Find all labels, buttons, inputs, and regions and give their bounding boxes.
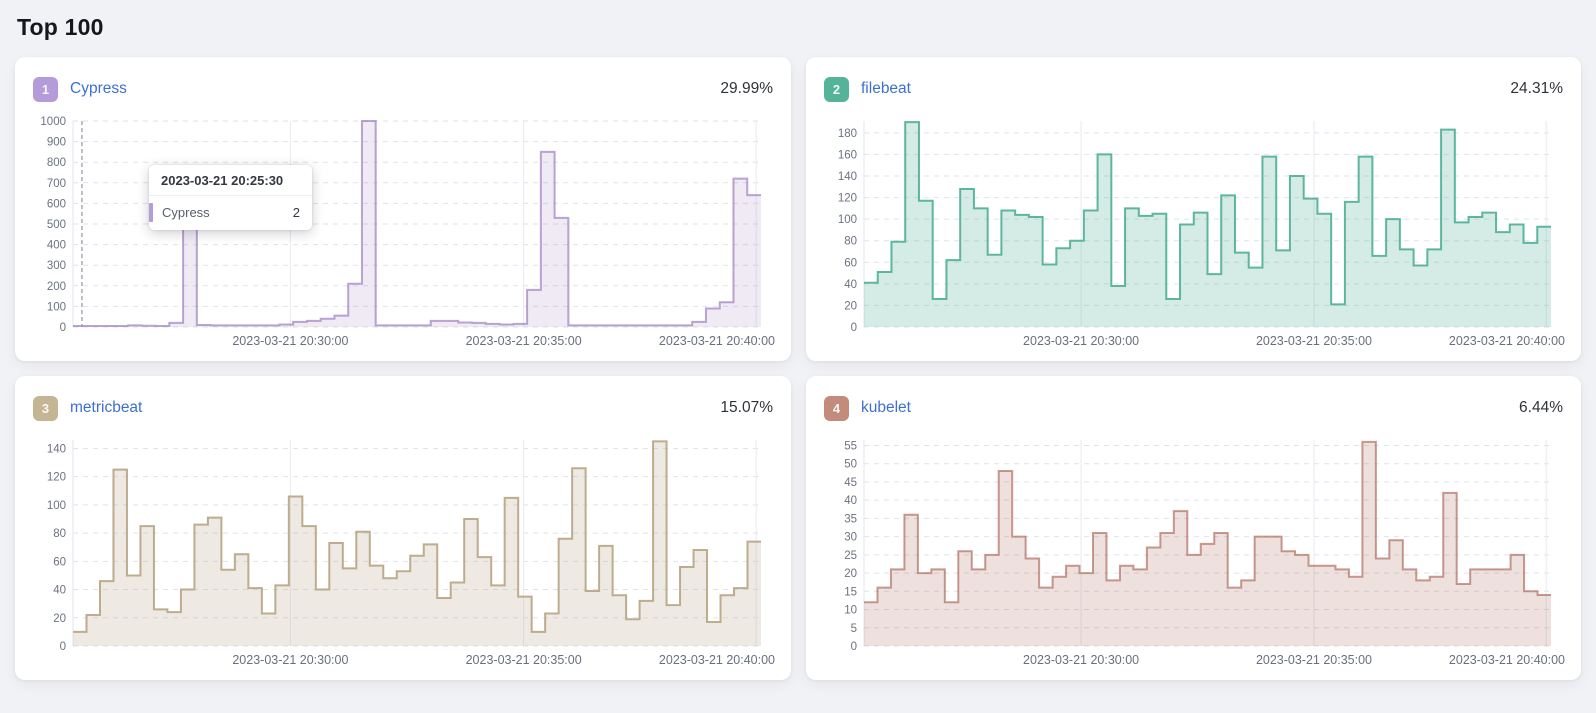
tooltip-series-row: Cypress 2 — [149, 196, 312, 230]
svg-text:50: 50 — [844, 459, 857, 471]
svg-text:60: 60 — [844, 257, 857, 269]
chart-svg: 0 20 40 60 80 100 120 140 2023-03-21 20:30:00 202… — [47, 440, 775, 667]
series-link[interactable]: filebeat — [861, 80, 911, 97]
svg-text:120: 120 — [47, 472, 66, 484]
chart-card: 2 filebeat 24.31% 0 20 40 60 80 100 120 140 160 1… — [806, 57, 1581, 361]
rank-badge: 3 — [33, 395, 58, 421]
svg-text:100: 100 — [47, 301, 66, 313]
svg-text:2023-03-21 20:30:00: 2023-03-21 20:30:00 — [1023, 334, 1139, 348]
svg-text:30: 30 — [844, 532, 857, 544]
svg-text:2023-03-21 20:30:00: 2023-03-21 20:30:00 — [232, 334, 348, 348]
svg-text:40: 40 — [844, 495, 857, 507]
svg-text:80: 80 — [844, 236, 857, 248]
card-header: 1 Cypress 29.99% — [33, 75, 773, 103]
svg-text:60: 60 — [53, 556, 66, 568]
svg-text:15: 15 — [844, 586, 857, 598]
series-link[interactable]: Cypress — [70, 80, 127, 97]
svg-text:120: 120 — [838, 193, 857, 205]
svg-text:2023-03-21 20:40:00: 2023-03-21 20:40:00 — [1449, 334, 1565, 348]
chart-area[interactable]: 0 20 40 60 80 100 120 140 160 180 2023-03-21 20:30… — [822, 113, 1565, 353]
svg-text:2023-03-21 20:30:00: 2023-03-21 20:30:00 — [1023, 653, 1139, 667]
percent-value: 29.99% — [720, 80, 773, 97]
svg-text:80: 80 — [53, 528, 66, 540]
charts-grid: 1 Cypress 29.99% 0 100 200 300 400 500 600 700 8… — [15, 57, 1581, 680]
svg-text:100: 100 — [838, 214, 857, 226]
percent-value: 24.31% — [1510, 80, 1563, 97]
svg-text:2023-03-21 20:40:00: 2023-03-21 20:40:00 — [659, 334, 775, 348]
svg-text:10: 10 — [844, 605, 857, 617]
page-title: Top 100 — [17, 14, 104, 40]
chart-card: 3 metricbeat 15.07% 0 20 40 60 80 100 120 140 20… — [15, 376, 791, 680]
svg-text:140: 140 — [838, 171, 857, 183]
svg-text:2023-03-21 20:40:00: 2023-03-21 20:40:00 — [659, 653, 775, 667]
chart-card: 1 Cypress 29.99% 0 100 200 300 400 500 600 700 8… — [15, 57, 791, 361]
svg-text:900: 900 — [47, 137, 66, 149]
svg-text:600: 600 — [47, 198, 66, 210]
svg-text:55: 55 — [844, 440, 857, 452]
svg-text:140: 140 — [47, 443, 66, 455]
chart-svg: 0 100 200 300 400 500 600 700 800 900 1000 2023-03-… — [40, 116, 775, 348]
chart-tooltip: 2023-03-21 20:25:30 Cypress 2 — [149, 165, 312, 230]
card-header: 3 metricbeat 15.07% — [33, 394, 773, 422]
tooltip-series-value: 2 — [292, 205, 300, 220]
svg-text:200: 200 — [47, 281, 66, 293]
svg-text:2023-03-21 20:30:00: 2023-03-21 20:30:00 — [232, 653, 348, 667]
percent-value: 15.07% — [720, 399, 773, 416]
tooltip-time: 2023-03-21 20:25:30 — [149, 165, 312, 196]
series-link[interactable]: metricbeat — [70, 399, 143, 416]
svg-text:20: 20 — [53, 613, 66, 625]
svg-text:20: 20 — [844, 300, 857, 312]
svg-text:40: 40 — [844, 279, 857, 291]
svg-text:0: 0 — [60, 641, 66, 653]
svg-text:2023-03-21 20:40:00: 2023-03-21 20:40:00 — [1449, 653, 1565, 667]
percent-value: 6.44% — [1519, 399, 1563, 416]
svg-text:700: 700 — [47, 178, 66, 190]
svg-text:800: 800 — [47, 157, 66, 169]
chart-svg: 0 20 40 60 80 100 120 140 160 180 2023-03-21 20:30… — [838, 121, 1565, 348]
svg-text:2023-03-21 20:35:00: 2023-03-21 20:35:00 — [1256, 653, 1372, 667]
chart-area[interactable]: 0 100 200 300 400 500 600 700 800 900 1000 2023-03-… — [31, 113, 775, 353]
svg-text:2023-03-21 20:35:00: 2023-03-21 20:35:00 — [1256, 334, 1372, 348]
svg-text:180: 180 — [838, 128, 857, 140]
svg-text:0: 0 — [851, 641, 857, 653]
chart-area[interactable]: 0 5 10 15 20 25 30 35 40 45 50 55 2023-03-21 20:30:0… — [822, 432, 1565, 672]
series-color-marker-icon — [149, 203, 153, 222]
rank-badge: 4 — [824, 395, 849, 421]
svg-text:2023-03-21 20:35:00: 2023-03-21 20:35:00 — [466, 653, 582, 667]
svg-text:0: 0 — [60, 322, 66, 334]
tooltip-series-name: Cypress — [162, 205, 210, 220]
svg-text:45: 45 — [844, 477, 857, 489]
svg-text:25: 25 — [844, 550, 857, 562]
svg-text:20: 20 — [844, 568, 857, 580]
series-link[interactable]: kubelet — [861, 399, 911, 416]
svg-text:400: 400 — [47, 240, 66, 252]
chart-area[interactable]: 0 20 40 60 80 100 120 140 2023-03-21 20:30:00 202… — [31, 432, 775, 672]
svg-text:300: 300 — [47, 260, 66, 272]
rank-badge: 2 — [824, 76, 849, 102]
svg-text:500: 500 — [47, 219, 66, 231]
svg-text:0: 0 — [851, 322, 857, 334]
rank-badge: 1 — [33, 76, 58, 102]
svg-text:100: 100 — [47, 500, 66, 512]
svg-text:1000: 1000 — [40, 116, 66, 128]
svg-text:2023-03-21 20:35:00: 2023-03-21 20:35:00 — [466, 334, 582, 348]
chart-svg: 0 5 10 15 20 25 30 35 40 45 50 55 2023-03-21 20:30:0… — [844, 440, 1565, 667]
svg-text:40: 40 — [53, 585, 66, 597]
card-header: 4 kubelet 6.44% — [824, 394, 1563, 422]
svg-text:35: 35 — [844, 513, 857, 525]
chart-card: 4 kubelet 6.44% 0 5 10 15 20 25 30 35 40 45 50 55 20… — [806, 376, 1581, 680]
svg-text:160: 160 — [838, 149, 857, 161]
svg-text:5: 5 — [851, 623, 857, 635]
card-header: 2 filebeat 24.31% — [824, 75, 1563, 103]
